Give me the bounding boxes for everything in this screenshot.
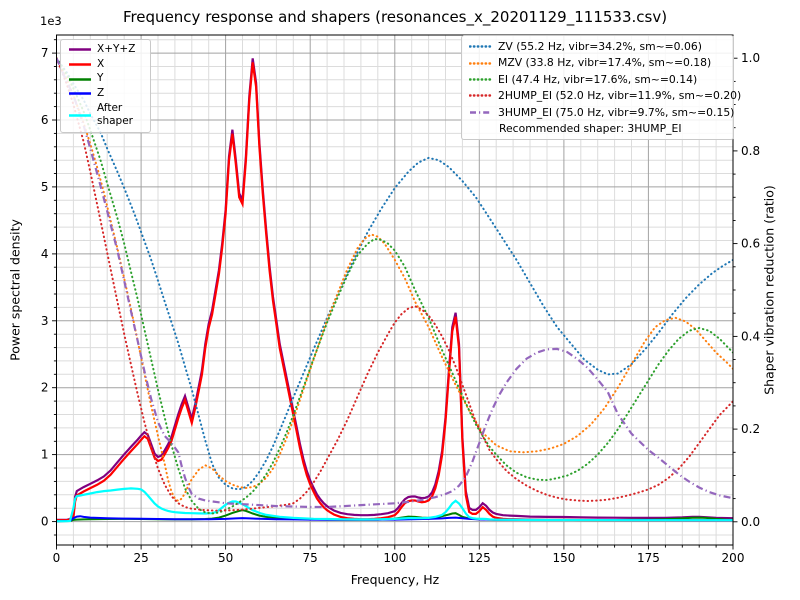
svg-text:0.8: 0.8 [741, 144, 760, 158]
svg-text:200: 200 [722, 551, 745, 565]
legend-item-xyz: X+Y+Z [68, 43, 143, 57]
svg-text:0.2: 0.2 [741, 422, 760, 436]
y-left-tick-labels: 0 1 2 3 4 5 6 7 [41, 46, 49, 528]
y-axis-right-label: Shaper vibration reduction (ratio) [761, 185, 777, 395]
svg-text:0.0: 0.0 [741, 515, 760, 529]
legend-item-zv: ZV (55.2 Hz, vibr=34.2%, sm~=0.06) [469, 39, 726, 54]
svg-text:1: 1 [41, 448, 49, 462]
line-swatch-z-icon [68, 91, 92, 96]
legend-shapers: ZV (55.2 Hz, vibr=34.2%, sm~=0.06) MZV (… [461, 35, 741, 141]
legend-item-label: X+Y+Z [97, 43, 136, 55]
legend-item-x: X [68, 58, 143, 72]
legend-item-3hump-ei: 3HUMP_EI (75.0 Hz, vibr=9.7%, sm~=0.15) [469, 105, 734, 120]
series-mzv [56, 57, 733, 503]
legend-item-label: MZV (33.8 Hz, vibr=17.4%, sm~=0.18) [498, 56, 712, 70]
legend-item-ei: EI (47.4 Hz, vibr=17.6%, sm~=0.14) [469, 72, 726, 87]
svg-text:2: 2 [41, 381, 49, 395]
series-x+y+z [56, 58, 733, 521]
legend-item-label: Z [97, 86, 105, 99]
svg-text:0: 0 [53, 551, 61, 565]
legend-item-label: After shaper [97, 101, 134, 128]
series-ei [56, 57, 733, 515]
legend-psd: X+Y+Z X Y Z After shaper [60, 39, 151, 133]
svg-text:25: 25 [133, 551, 148, 565]
legend-item-mzv: MZV (33.8 Hz, vibr=17.4%, sm~=0.18) [469, 55, 726, 70]
line-swatch-ei-icon [469, 77, 493, 82]
line-swatch-y-icon [68, 77, 92, 82]
svg-text:7: 7 [41, 46, 49, 60]
y-right-tick-labels: 0.0 0.2 0.4 0.6 0.8 1.0 [741, 51, 760, 529]
series-zv [56, 57, 733, 491]
svg-text:50: 50 [218, 551, 233, 565]
y-axis-offset-label: 1e3 [40, 14, 62, 28]
legend-item-2hump-ei: 2HUMP_EI (52.0 Hz, vibr=11.9%, sm~=0.20) [469, 88, 741, 103]
line-swatch-zv-icon [469, 44, 493, 49]
svg-text:150: 150 [552, 551, 575, 565]
y-axis-left-label: Power spectral density [7, 219, 23, 361]
svg-text:175: 175 [637, 551, 660, 565]
series-2hump_ei [56, 57, 733, 512]
legend-item-label: 3HUMP_EI (75.0 Hz, vibr=9.7%, sm~=0.15) [498, 105, 735, 119]
legend-item-label: Y [97, 72, 104, 85]
svg-text:5: 5 [41, 180, 49, 194]
svg-text:6: 6 [41, 113, 49, 127]
svg-text:0.6: 0.6 [741, 237, 760, 251]
data-curves [56, 57, 733, 523]
svg-text:75: 75 [303, 551, 318, 565]
legend-item-label: 2HUMP_EI (52.0 Hz, vibr=11.9%, sm~=0.20) [498, 89, 742, 103]
x-axis-label: Frequency, Hz [350, 572, 440, 587]
series-3hump_ei [56, 57, 733, 509]
line-swatch-xyz-icon [68, 47, 92, 52]
svg-text:4: 4 [41, 247, 49, 261]
svg-text:125: 125 [468, 551, 491, 565]
legend-item-label: X [97, 57, 105, 70]
line-swatch-mzv-icon [469, 61, 493, 66]
recommended-shaper-note: Recommended shaper: 3HUMP_EI [499, 122, 682, 136]
svg-text:1.0: 1.0 [741, 51, 760, 65]
legend-item-label: EI (47.4 Hz, vibr=17.6%, sm~=0.14) [498, 72, 698, 86]
legend-item-y: Y [68, 72, 143, 86]
legend-item-z: Z [68, 87, 143, 101]
svg-text:0.4: 0.4 [741, 329, 760, 343]
x-tick-labels: 0 25 50 75 100 125 150 175 200 [53, 551, 745, 565]
axis-ticks [52, 39, 738, 550]
line-swatch-3hump-ei-icon [469, 110, 493, 115]
series-after [56, 487, 733, 523]
line-swatch-2hump-ei-icon [469, 93, 493, 98]
chart-title: Frequency response and shapers (resonanc… [122, 8, 668, 26]
svg-text:3: 3 [41, 314, 49, 328]
svg-text:0: 0 [41, 515, 49, 529]
line-swatch-after-shaper-icon [68, 113, 92, 118]
line-swatch-x-icon [68, 62, 92, 67]
svg-text:100: 100 [383, 551, 406, 565]
legend-item-after-shaper: After shaper [68, 102, 143, 129]
series-x [56, 62, 733, 522]
legend-item-label: ZV (55.2 Hz, vibr=34.2%, sm~=0.06) [498, 40, 702, 53]
